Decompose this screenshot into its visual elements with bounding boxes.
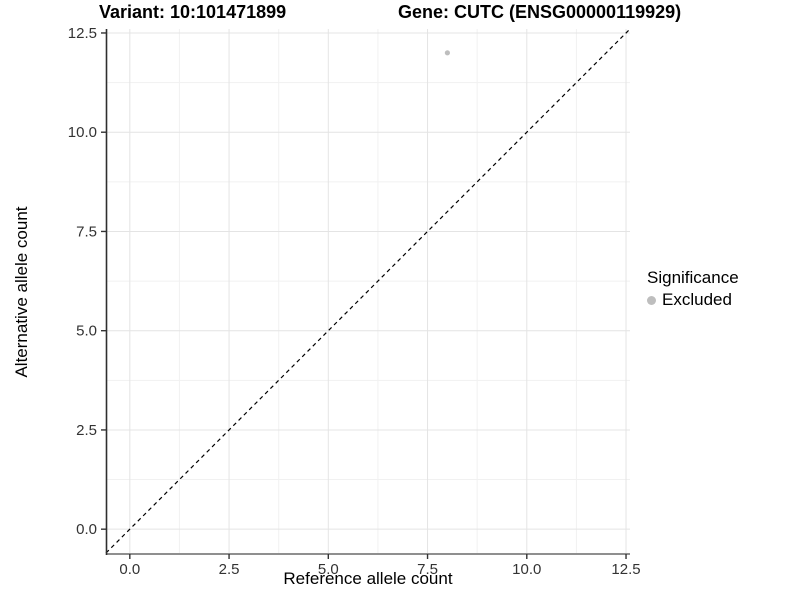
x-tick-label: 7.5: [417, 561, 438, 578]
excluded-marker-icon: [647, 295, 656, 305]
data-point-excluded: [444, 50, 450, 56]
x-tick-label: 12.5: [611, 561, 640, 578]
identity-reference-line: [105, 28, 631, 554]
y-tick-label: 2.5: [76, 422, 97, 439]
legend-title: Significance: [647, 268, 739, 287]
variant-title: Variant: 10:101471899: [99, 2, 287, 22]
y-tick-label: 7.5: [76, 223, 97, 240]
x-tick-label: 5.0: [318, 561, 339, 578]
y-tick-label: 12.5: [68, 25, 97, 42]
y-tick-label: 0.0: [76, 521, 97, 538]
y-tick-label: 10.0: [68, 124, 97, 141]
x-tick-label: 0.0: [119, 561, 140, 578]
x-tick-label: 10.0: [512, 561, 541, 578]
legend: Significance Excluded: [647, 268, 739, 310]
legend-item-label: Excluded: [662, 290, 732, 309]
gene-title: Gene: CUTC (ENSG00000119929): [398, 2, 682, 22]
legend-item-excluded: Excluded: [647, 290, 739, 310]
x-axis-title: Reference allele count: [283, 569, 453, 588]
x-tick-label: 2.5: [219, 561, 240, 578]
y-tick-label: 5.0: [76, 323, 97, 340]
y-axis-title: Alternative allele count: [12, 206, 31, 378]
